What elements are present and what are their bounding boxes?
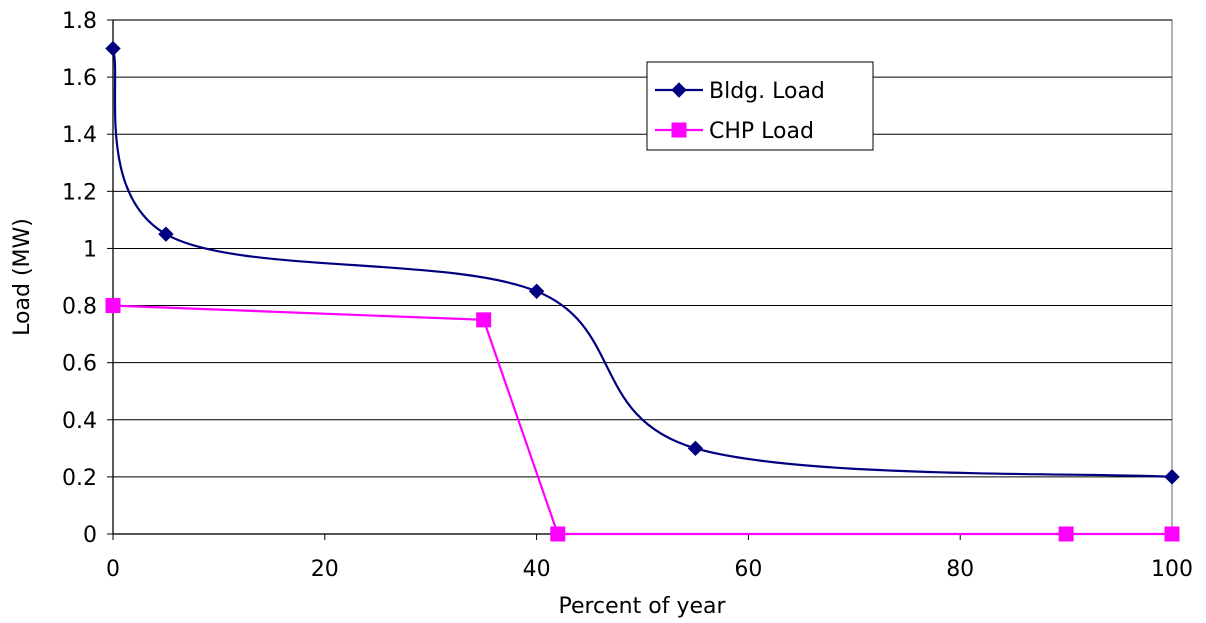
plot-area (112, 19, 1173, 535)
y-tick-label: 1.2 (62, 180, 97, 205)
y-tick-label: 0.2 (62, 466, 97, 491)
x-tick-label: 20 (311, 557, 339, 582)
y-tick-label: 1 (83, 237, 97, 262)
y-tick-label: 0.8 (62, 295, 97, 320)
legend-swatch-marker (671, 122, 687, 138)
x-axis-title: Percent of year (558, 594, 726, 619)
tick-labels: 0 0.2 0.4 0.6 0.8 1 1.2 1.4 1.6 1.8 0 20 40 60 80 100 (62, 9, 1193, 582)
data-point (1164, 526, 1180, 542)
data-point (158, 226, 174, 242)
x-tick-label: 60 (734, 557, 762, 582)
x-tick-label: 40 (523, 557, 551, 582)
x-tick-label: 100 (1151, 557, 1193, 582)
series-group (105, 40, 1180, 542)
data-point (687, 440, 704, 457)
legend-label: Bldg. Load (709, 79, 825, 104)
data-point (550, 526, 566, 542)
y-tick-label: 1.6 (62, 66, 97, 91)
y-tick-label: 0.6 (62, 352, 97, 377)
x-tick-label: 0 (106, 557, 120, 582)
data-point (528, 283, 545, 299)
series-chp-load (105, 298, 1180, 542)
series-bldg-load (105, 40, 1180, 485)
series-line (111, 48, 1173, 478)
legend-label: CHP Load (709, 119, 814, 144)
data-point (105, 40, 121, 57)
data-point (1058, 526, 1074, 542)
gridlines (113, 19, 1172, 478)
data-point (1164, 469, 1180, 485)
data-point (105, 298, 121, 314)
y-tick-label: 0 (83, 523, 97, 548)
y-tick-label: 1.8 (62, 9, 97, 34)
y-tick-label: 1.4 (62, 123, 97, 148)
y-tick-label: 0.4 (62, 409, 97, 434)
data-point (476, 312, 492, 328)
y-axis-title: Load (MW) (10, 218, 35, 336)
x-tick-label: 80 (946, 557, 974, 582)
legend-swatch-marker (671, 82, 687, 98)
legend: Bldg. Load CHP Load (646, 61, 874, 151)
